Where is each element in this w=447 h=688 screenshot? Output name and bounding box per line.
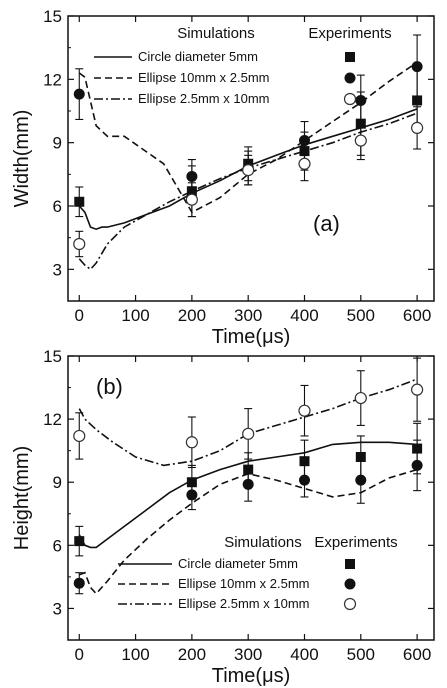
legend-experiments-title: Experiments bbox=[308, 25, 391, 42]
x-tick-label: 600 bbox=[403, 645, 431, 664]
legend-marker-circle bbox=[344, 72, 356, 84]
data-point-open-circle bbox=[354, 134, 367, 147]
simulation-line bbox=[79, 468, 418, 595]
legend-marker-square bbox=[345, 559, 355, 569]
x-axis-label: Time(μs) bbox=[212, 326, 291, 348]
data-point-circle bbox=[411, 459, 423, 471]
simulation-line bbox=[78, 61, 418, 214]
x-tick-label: 400 bbox=[290, 306, 318, 325]
data-point-open-circle bbox=[73, 237, 86, 251]
chart-panel-a: 0 100 200 300 400 500 600 3 6 9 12 15 Time(μs) Width(… bbox=[11, 7, 435, 348]
legend-entry-label: Ellipse 2.5mm x 10mm bbox=[138, 91, 269, 106]
legend-marker-square bbox=[345, 52, 355, 62]
series-3 bbox=[73, 357, 424, 469]
y-tick-label: 9 bbox=[53, 473, 62, 492]
y-tick-label: 3 bbox=[53, 260, 62, 279]
data-point-circle bbox=[73, 88, 85, 100]
data-point-open-circle bbox=[298, 157, 311, 170]
series-2 bbox=[73, 439, 423, 595]
data-point-open-circle bbox=[73, 429, 86, 443]
y-tick-label: 9 bbox=[53, 134, 62, 153]
x-tick-label: 200 bbox=[178, 306, 206, 325]
legend-marker-circle bbox=[344, 578, 356, 590]
legend-simulations-title: Simulations bbox=[224, 534, 302, 551]
data-point-square bbox=[412, 95, 423, 106]
data-point-open-circle bbox=[185, 193, 198, 206]
legend-entry-label: Ellipse 10mm x 2.5mm bbox=[138, 70, 269, 85]
data-point-open-circle bbox=[411, 383, 424, 396]
panel-label: (b) bbox=[96, 374, 123, 399]
legend-experiments-title: Experiments bbox=[314, 534, 397, 551]
data-point-open-circle bbox=[354, 391, 367, 405]
data-point-circle bbox=[355, 474, 367, 486]
panel-label: (a) bbox=[313, 211, 340, 236]
data-point-open-circle bbox=[242, 164, 255, 177]
y-tick-label: 3 bbox=[53, 599, 62, 618]
x-tick-label: 0 bbox=[75, 306, 84, 325]
data-point-open-circle bbox=[185, 436, 198, 449]
x-tick-label: 500 bbox=[347, 645, 375, 664]
x-tick-label: 0 bbox=[75, 645, 84, 664]
chart-panel-b: 0 100 200 300 400 500 600 3 6 9 12 15 Time(μs) Height… bbox=[11, 347, 435, 687]
series-3 bbox=[73, 106, 424, 271]
x-tick-label: 200 bbox=[178, 645, 206, 664]
y-tick-label: 15 bbox=[43, 7, 62, 26]
data-point-square bbox=[74, 196, 85, 207]
data-point-open-circle bbox=[298, 404, 311, 417]
data-point-square bbox=[74, 536, 85, 547]
x-tick-label: 600 bbox=[403, 306, 431, 325]
x-tick-label: 300 bbox=[234, 306, 262, 325]
x-tick-label: 400 bbox=[290, 645, 318, 664]
legend-marker-open-circle bbox=[343, 597, 357, 611]
legend-entry-label: Ellipse 2.5mm x 10mm bbox=[178, 596, 309, 611]
simulation-line bbox=[78, 378, 418, 467]
data-point-circle bbox=[242, 478, 254, 490]
plot-frame bbox=[67, 15, 435, 302]
y-tick-label: 12 bbox=[43, 70, 62, 89]
data-point-open-circle bbox=[411, 121, 424, 134]
y-axis-label: Height(mm) bbox=[11, 446, 33, 550]
plot-frame bbox=[67, 355, 435, 641]
data-point-circle bbox=[186, 170, 198, 182]
legend: Simulations Experiments Circle diameter 5m… bbox=[118, 534, 398, 611]
data-point-circle bbox=[298, 474, 310, 486]
x-axis-label: Time(μs) bbox=[212, 665, 291, 687]
legend-entry-label: Ellipse 10mm x 2.5mm bbox=[178, 576, 309, 591]
data-point-circle bbox=[298, 135, 310, 147]
legend: Simulations Experiments Circle diameter 5m… bbox=[94, 25, 392, 106]
data-point-open-circle bbox=[242, 427, 255, 440]
legend-marker-open-circle bbox=[343, 92, 357, 106]
y-axis-label: Width(mm) bbox=[11, 110, 33, 208]
y-tick-label: 6 bbox=[53, 536, 62, 555]
x-tick-label: 500 bbox=[347, 306, 375, 325]
x-tick-label: 100 bbox=[121, 645, 149, 664]
simulation-line bbox=[78, 112, 418, 271]
x-tick-label: 100 bbox=[121, 306, 149, 325]
data-point-circle bbox=[411, 61, 423, 73]
x-tick-label: 300 bbox=[234, 645, 262, 664]
y-tick-label: 6 bbox=[53, 197, 62, 216]
data-point-circle bbox=[355, 94, 367, 106]
legend-entry-label: Circle diameter 5mm bbox=[178, 556, 298, 571]
y-tick-label: 12 bbox=[43, 410, 62, 429]
data-point-circle bbox=[73, 577, 85, 589]
legend-simulations-title: Simulations bbox=[177, 25, 255, 42]
legend-entry-label: Circle diameter 5mm bbox=[138, 49, 258, 64]
simulation-line bbox=[78, 108, 418, 231]
data-point-square bbox=[299, 456, 310, 467]
y-tick-label: 15 bbox=[43, 347, 62, 366]
data-point-circle bbox=[186, 489, 198, 501]
